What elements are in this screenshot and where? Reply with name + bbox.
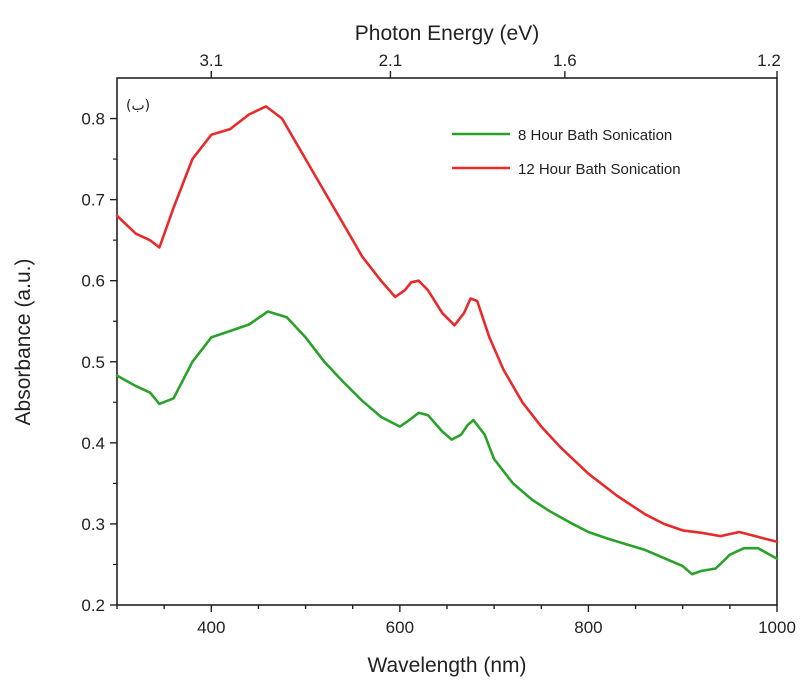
top-tick-label: 2.1: [379, 51, 403, 70]
top-tick-label: 3.1: [199, 51, 223, 70]
plot-frame: [116, 77, 778, 606]
axis-ticks: [110, 71, 778, 612]
y-tick-label: 0.7: [81, 191, 105, 210]
panel-label: (ب): [126, 98, 150, 114]
y-tick-label: 0.8: [81, 110, 105, 129]
series-layer: [115, 105, 779, 576]
y-axis-title: Absorbance (a.u.): [12, 259, 35, 426]
series-line-8-hour: [115, 310, 779, 576]
x-tick-label: 800: [574, 618, 602, 637]
x-tick-label: 1000: [758, 618, 796, 637]
top-axis-title: Photon Energy (eV): [355, 22, 539, 45]
y-tick-label: 0.2: [81, 596, 105, 615]
y-tick-label: 0.3: [81, 515, 105, 534]
legend-label-12-hour: 12 Hour Bath Sonication: [518, 161, 681, 178]
y-tick-label: 0.6: [81, 272, 105, 291]
x-axis-title: Wavelength (nm): [367, 654, 526, 677]
x-tick-label: 600: [386, 618, 414, 637]
tick-labels: 400 600 800 1000 0.2 0.3 0.4 0.5 0.6 0.7 0.8 3.1 2.1…: [81, 51, 796, 637]
y-tick-label: 0.4: [81, 434, 105, 453]
x-tick-label: 400: [197, 618, 225, 637]
y-tick-label: 0.5: [81, 353, 105, 372]
series-line-12-hour: [115, 105, 779, 544]
top-tick-label: 1.2: [757, 51, 781, 70]
legend: 8 Hour Bath Sonication 12 Hour Bath Soni…: [452, 127, 681, 178]
top-tick-label: 1.6: [553, 51, 577, 70]
legend-label-8-hour: 8 Hour Bath Sonication: [518, 127, 672, 144]
